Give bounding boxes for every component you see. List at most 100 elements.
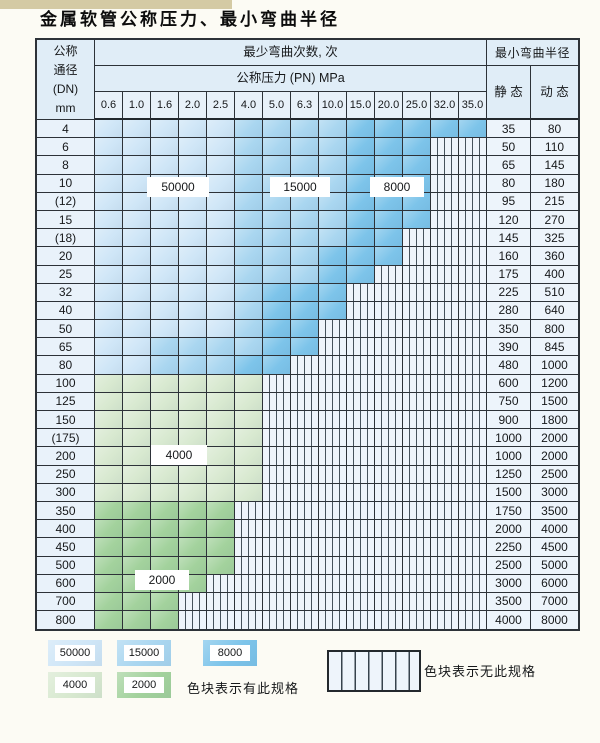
no-spec-cell [347,356,375,375]
no-spec-cell [319,538,347,557]
no-spec-cell [319,520,347,539]
no-spec-cell [319,611,347,630]
no-spec-cell [459,520,487,539]
spec-cell [235,392,263,411]
spec-cell [95,229,123,248]
static-value-cell: 2250 [487,538,531,557]
spec-cell [151,301,179,321]
legend-no-spec-note: 色块表示无此规格 [424,664,537,679]
dn-cell: 450 [37,538,95,557]
spec-cell [347,120,375,139]
static-value-cell: 2000 [487,520,531,539]
spec-cell [207,174,235,193]
spec-cell [263,138,291,157]
spec-cell [179,465,207,484]
spec-cell [151,265,179,284]
no-spec-cell [207,611,235,630]
spec-cell [235,229,263,248]
spec-cell [235,301,263,321]
no-spec-cell [459,174,487,193]
no-spec-cell [291,392,319,411]
no-spec-cell [263,429,291,448]
spec-cell [207,229,235,248]
no-spec-cell [319,392,347,411]
legend-swatch-label: 50000 [55,645,95,661]
no-spec-cell [375,356,403,375]
hose-spec-table: 公称 通径 (DN) mm 最少弯曲次数, 次 最小弯曲半径 公称压力 (PN)… [35,38,580,632]
spec-cell [179,338,207,357]
spec-cell [347,138,375,157]
no-spec-cell [319,483,347,502]
spec-cell [179,374,207,393]
spec-cell [179,283,207,302]
spec-cell [235,283,263,302]
no-spec-cell [459,192,487,211]
no-spec-cell [347,374,375,393]
static-value-cell: 175 [487,265,531,284]
spec-cell [179,429,207,448]
spec-cell [95,465,123,484]
spec-cell [207,265,235,284]
static-value-cell: 4000 [487,611,531,630]
spec-cell [123,447,151,466]
no-spec-cell [431,392,459,411]
spec-cell [123,538,151,557]
spec-cell [207,429,235,448]
cycle-count-label: 15000 [270,176,330,197]
spec-cell [95,138,123,157]
no-spec-cell [263,520,291,539]
spec-cell [403,192,431,211]
static-value-cell: 1250 [487,465,531,484]
spec-cell [235,210,263,230]
spec-cell [375,120,403,139]
no-spec-cell [319,356,347,375]
spec-cell [319,192,347,211]
spec-cell [95,411,123,430]
static-value-cell: 160 [487,247,531,266]
no-spec-cell [459,501,487,521]
no-spec-cell [263,465,291,484]
no-spec-cell [319,338,347,357]
no-spec-cell [291,520,319,539]
no-spec-cell [431,210,459,230]
spec-cell [95,447,123,466]
spec-cell [95,247,123,266]
dynamic-value-cell: 640 [531,301,578,321]
no-spec-cell [263,374,291,393]
spec-cell [151,247,179,266]
legend-swatch-label: 15000 [124,645,164,661]
spec-cell [291,156,319,175]
dynamic-value-cell: 145 [531,156,578,175]
dn-corner-line: (DN) [52,81,79,96]
no-spec-cell [403,283,431,302]
spec-cell [95,574,123,593]
spec-cell [123,483,151,502]
no-spec-cell [403,247,431,266]
scan-artifact-strip [0,0,232,9]
no-spec-cell [403,556,431,575]
spec-cell [235,429,263,448]
static-value-cell: 2500 [487,556,531,575]
spec-cell [95,301,123,321]
dn-cell: 80 [37,356,95,375]
spec-cell [151,210,179,230]
no-spec-cell [403,356,431,375]
no-spec-cell [459,483,487,502]
cycle-count-label: 4000 [151,444,207,465]
no-spec-cell [403,483,431,502]
pressure-col-header: 15.0 [347,92,375,120]
no-spec-cell [459,356,487,375]
spec-cell [375,192,403,211]
spec-cell [179,320,207,339]
dynamic-value-cell: 400 [531,265,578,284]
spec-cell [123,174,151,193]
no-spec-cell [431,429,459,448]
spec-cell [95,483,123,502]
spec-cell [291,338,319,357]
no-spec-cell [459,229,487,248]
spec-cell [263,320,291,339]
no-spec-cell [459,574,487,593]
no-spec-cell [347,483,375,502]
spec-cell [123,247,151,266]
